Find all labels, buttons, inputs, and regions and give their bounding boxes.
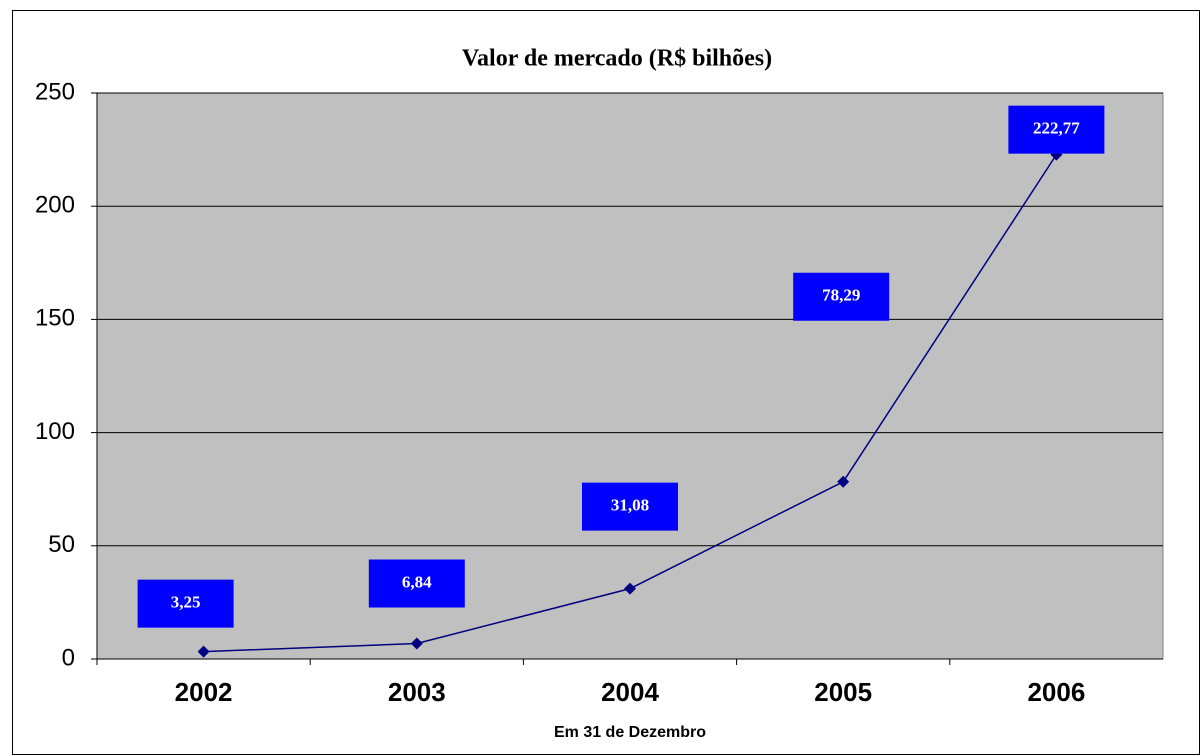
y-tick-label: 100 xyxy=(35,418,75,445)
y-tick-label: 50 xyxy=(48,531,75,558)
y-tick-label: 200 xyxy=(35,192,75,219)
label-box xyxy=(137,579,234,628)
label-box xyxy=(582,482,678,531)
x-tick-label: 2003 xyxy=(388,677,446,707)
label-box xyxy=(793,272,890,321)
data-label: 78,29 xyxy=(822,286,860,305)
y-tick-label: 0 xyxy=(62,644,75,671)
data-point xyxy=(197,645,210,658)
data-point xyxy=(624,582,636,595)
data-label: 6,84 xyxy=(402,572,432,591)
y-tick-label: 150 xyxy=(35,305,75,332)
x-tick-label: 2005 xyxy=(814,677,872,707)
plot-area xyxy=(96,92,1164,660)
label-box xyxy=(368,559,465,608)
label-box xyxy=(1008,105,1105,154)
x-tick-label: 2006 xyxy=(1027,677,1085,707)
x-tick-label: 2004 xyxy=(601,677,659,707)
data-label: 222,77 xyxy=(1033,119,1080,138)
data-label: 31,08 xyxy=(611,496,649,515)
y-tick-label: 250 xyxy=(35,78,75,105)
chart-title: Valor de mercado (R$ bilhões) xyxy=(462,46,772,72)
data-point xyxy=(837,475,850,488)
x-axis-label: Em 31 de Dezembro xyxy=(554,724,706,741)
data-label: 3,25 xyxy=(171,593,201,612)
x-tick-label: 2002 xyxy=(175,677,233,707)
data-point xyxy=(410,637,423,650)
